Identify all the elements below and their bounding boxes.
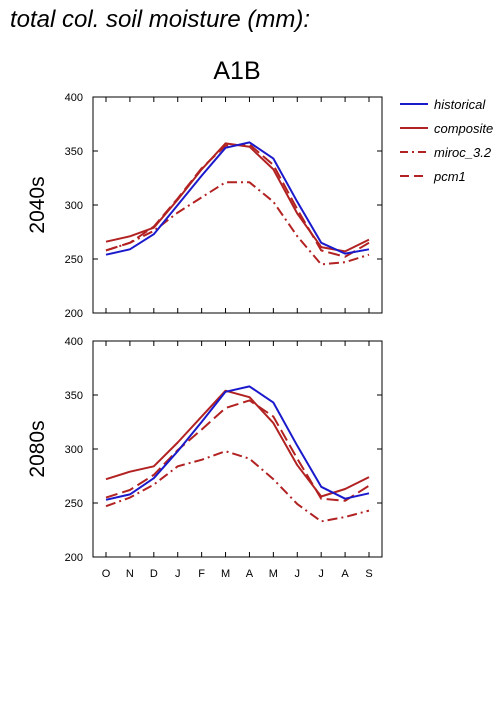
x-tick-label: S: [365, 568, 372, 580]
y-tick-label: 250: [65, 254, 83, 266]
x-tick-label: M: [269, 568, 278, 580]
y-tick-label: 250: [65, 498, 83, 510]
row-label-2080s: 2080s: [26, 420, 49, 477]
x-tick-label: J: [295, 568, 301, 580]
y-tick-label: 350: [65, 146, 83, 158]
x-tick-label: J: [175, 568, 181, 580]
plot-frame: [92, 340, 383, 558]
x-tick-label: M: [221, 568, 230, 580]
y-tick-label: 350: [65, 390, 83, 402]
series-line-miroc_3.2: [105, 450, 370, 523]
y-tick-label: 400: [65, 92, 83, 104]
y-tick-label: 300: [65, 200, 83, 212]
legend: historical composite miroc_3.2 pcm1: [400, 97, 493, 184]
x-tick-label: O: [102, 568, 111, 580]
series-line-miroc_3.2: [105, 181, 370, 266]
x-tick-label: D: [150, 568, 158, 580]
y-tick-label: 400: [65, 336, 83, 348]
x-tick-label: N: [126, 568, 134, 580]
legend-label-historical: historical: [434, 97, 486, 112]
x-tick-label: A: [341, 568, 349, 580]
series-line-historical: [105, 141, 370, 256]
series-line-historical: [105, 385, 370, 501]
legend-label-miroc_3.2: miroc_3.2: [434, 145, 492, 160]
figure-title: total col. soil moisture (mm):: [10, 6, 311, 33]
series-line-pcm1: [105, 399, 370, 502]
panel-2040s: 200 250 300 350 400 2040s: [26, 92, 383, 320]
legend-label-composite: composite: [434, 121, 493, 136]
y-tick-label: 200: [65, 308, 83, 320]
y-tick-label: 200: [65, 552, 83, 564]
x-tick-label: A: [246, 568, 254, 580]
scenario-title: A1B: [213, 57, 261, 85]
plot-frame: [92, 96, 383, 314]
x-tick-label: J: [318, 568, 324, 580]
y-tick-label: 300: [65, 444, 83, 456]
panel-2080s: 200 250 300 350 400 O N D J F M A M J J A S 2080s: [26, 336, 383, 580]
x-tick-label: F: [198, 568, 205, 580]
row-label-2040s: 2040s: [26, 176, 49, 233]
legend-label-pcm1: pcm1: [433, 169, 466, 184]
series-line-composite: [105, 389, 370, 498]
